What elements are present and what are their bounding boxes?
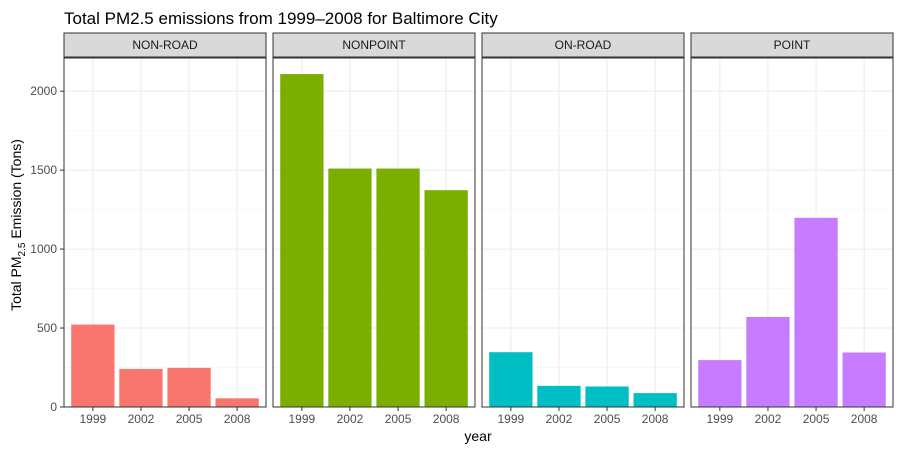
bar-point-2002 (746, 316, 790, 407)
panel-background (691, 58, 893, 407)
x-tick-label: 2002 (128, 412, 155, 426)
y-tick-label: 0 (50, 400, 57, 414)
x-tick-label: 2005 (594, 412, 621, 426)
bar-non-road-2002 (119, 368, 163, 407)
bar-point-2005 (794, 217, 838, 407)
bar-point-2008 (842, 352, 886, 407)
y-axis-title: Total PM2.5 Emission (Tons) (8, 139, 28, 311)
bar-nonpoint-2008 (424, 190, 468, 407)
y-axis-title-subscript: 2.5 (17, 242, 28, 256)
y-tick-label: 2000 (30, 84, 57, 98)
bar-non-road-1999 (71, 324, 115, 407)
x-tick-label: 2005 (176, 412, 203, 426)
facet-strip (690, 32, 894, 58)
bar-non-road-2005 (167, 367, 211, 407)
x-tick-label: 2002 (337, 412, 364, 426)
facet-strip (63, 32, 267, 58)
facet-panel-on-road: ON-ROAD 1999 2002 2005 2008 (481, 32, 685, 426)
y-axis: 0 500 1000 1500 2000 (30, 84, 64, 414)
facet-strip-label: ON-ROAD (555, 38, 612, 52)
x-tick-label: 2008 (224, 412, 251, 426)
facet-panel-point: POINT 1999 2002 2005 2008 (690, 32, 894, 426)
facet-panel-nonpoint: NONPOINT 1999 2002 2005 2008 (272, 32, 476, 426)
x-tick-label: 1999 (289, 412, 316, 426)
panel-border (63, 57, 267, 408)
x-axis-title: year (464, 428, 492, 444)
y-axis-title-suffix: Emission (Tons) (8, 139, 24, 242)
bar-on-road-2005 (585, 386, 629, 407)
y-tick-label: 1500 (30, 163, 57, 177)
facet-strip-label: NONPOINT (342, 38, 406, 52)
facet-strip-label: NON-ROAD (132, 38, 198, 52)
x-tick-label: 2005 (803, 412, 830, 426)
bar-non-road-2008 (215, 398, 259, 407)
bar-on-road-2008 (633, 393, 677, 407)
x-tick-label: 2002 (755, 412, 782, 426)
facet-strip (272, 32, 476, 58)
x-tick-label: 2008 (433, 412, 460, 426)
bar-on-road-2002 (537, 385, 581, 407)
bar-nonpoint-1999 (280, 74, 324, 407)
facet-strip-label: POINT (774, 38, 811, 52)
x-tick-label: 2008 (642, 412, 669, 426)
facet-strip (481, 32, 685, 58)
x-tick-label: 1999 (498, 412, 525, 426)
x-tick-label: 2008 (851, 412, 878, 426)
bar-point-1999 (698, 360, 742, 407)
bar-nonpoint-2005 (376, 168, 420, 407)
y-tick-label: 1000 (30, 242, 57, 256)
facet-panel-non-road: NON-ROAD 1999 2002 2005 2008 (63, 32, 267, 426)
y-axis-title-prefix: Total PM (8, 256, 24, 310)
panel-border (690, 57, 894, 408)
chart-title: Total PM2.5 emissions from 1999–2008 for… (64, 9, 498, 28)
bar-on-road-1999 (489, 352, 533, 407)
panel-background (482, 58, 684, 407)
x-tick-label: 2002 (546, 412, 573, 426)
panel-border (272, 57, 476, 408)
x-tick-label: 2005 (385, 412, 412, 426)
facet-panels: NON-ROAD 1999 2002 2005 2008 NONPOINT 1999 2002… (63, 32, 894, 426)
panel-border (481, 57, 685, 408)
y-tick-label: 500 (37, 321, 57, 335)
x-tick-label: 1999 (707, 412, 734, 426)
x-tick-label: 1999 (80, 412, 107, 426)
bar-nonpoint-2002 (328, 168, 372, 407)
